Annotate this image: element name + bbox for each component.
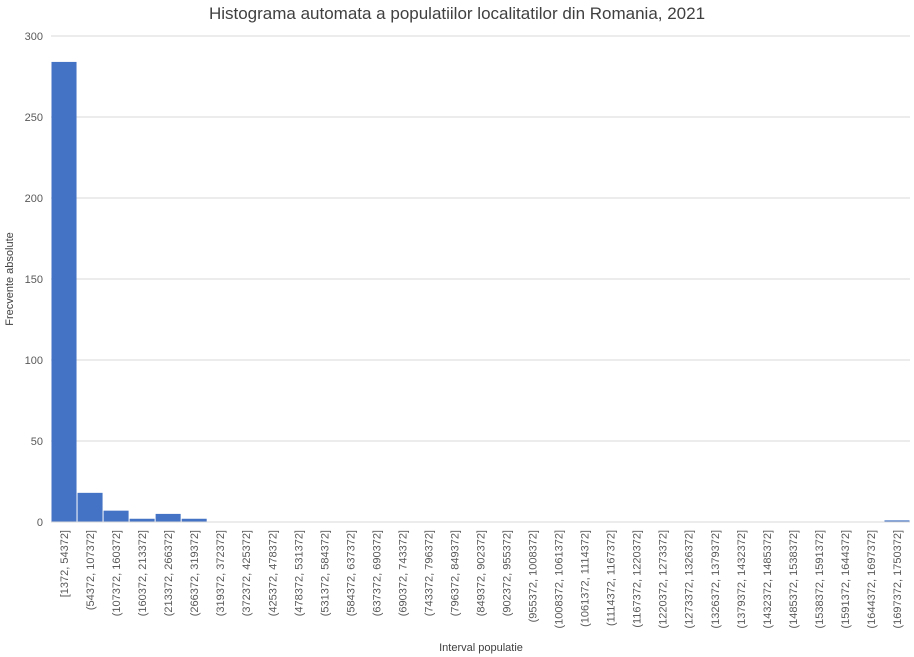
x-tick-label: (478372, 531372] — [293, 530, 305, 616]
x-tick-label: (54372, 107372] — [85, 530, 97, 610]
x-axis-tick-labels: [1372, 54372] (54372, 107372] (107372, 160… — [59, 530, 904, 628]
x-tick-label: (955372, 1008372] — [528, 530, 540, 622]
x-tick-label: (1061372, 1114372] — [580, 530, 592, 627]
histogram-bar — [155, 513, 181, 522]
x-tick-label: (160372, 213372] — [137, 530, 149, 616]
y-tick-label: 150 — [25, 274, 43, 286]
histogram-bar — [181, 518, 207, 522]
x-tick-label: (425372, 478372] — [267, 530, 279, 616]
x-tick-label: (1379372, 1432372] — [736, 530, 748, 628]
histogram-bar — [77, 492, 103, 522]
x-tick-label: (1008372, 1061372] — [554, 530, 566, 628]
x-tick-label: (690372, 743372] — [397, 530, 409, 616]
x-tick-label: (1220372, 1273372] — [658, 530, 670, 628]
histogram-bar — [51, 61, 77, 523]
x-tick-label: (743372, 796372] — [423, 530, 435, 616]
x-tick-label: (107372, 160372] — [111, 530, 123, 616]
x-tick-label: (1273372, 1326372] — [684, 530, 696, 628]
gridlines — [51, 35, 910, 442]
x-tick-label: (266372, 319372] — [189, 530, 201, 616]
chart-title: Histograma automata a populatiilor local… — [209, 4, 705, 23]
x-tick-label: (1697372, 1750372] — [892, 530, 904, 628]
x-tick-label: (1326372, 1379372] — [710, 530, 722, 628]
histogram-bar — [103, 510, 129, 522]
y-axis-tick-labels: 0 50 100 150 200 250 300 — [25, 31, 43, 529]
x-tick-label: (372372, 425372] — [241, 530, 253, 616]
x-tick-label: (1644372, 1697372] — [866, 530, 878, 628]
y-tick-label: 0 — [37, 517, 43, 529]
x-tick-label: (637372, 690372] — [371, 530, 383, 616]
x-tick-label: (531372, 584372] — [319, 530, 331, 616]
x-tick-label: (319372, 372372] — [215, 530, 227, 616]
x-tick-label: (1432372, 1485372] — [762, 530, 774, 628]
x-tick-label: (213372, 266372] — [163, 530, 175, 616]
x-tick-label: (1485372, 1538372] — [788, 530, 800, 628]
x-tick-label: (902372, 955372] — [502, 530, 514, 616]
x-tick-label: [1372, 54372] — [59, 530, 71, 597]
x-axis-label: Interval populatie — [439, 642, 523, 654]
histogram-bar — [129, 518, 155, 522]
bars — [51, 61, 910, 523]
x-tick-label: (1591372, 1644372] — [840, 530, 852, 628]
x-tick-label: (1167372, 1220372] — [632, 530, 644, 628]
y-tick-label: 100 — [25, 355, 43, 367]
x-tick-label: (796372, 849372] — [449, 530, 461, 616]
y-tick-label: 250 — [25, 112, 43, 124]
y-tick-label: 300 — [25, 31, 43, 43]
y-tick-label: 200 — [25, 193, 43, 205]
x-tick-label: (1538372, 1591372] — [814, 530, 826, 628]
x-tick-label: (584372, 637372] — [345, 530, 357, 616]
y-tick-label: 50 — [31, 436, 43, 448]
x-tick-label: (849372, 902372] — [476, 530, 488, 616]
histogram-bar — [884, 520, 910, 522]
x-tick-label: (1114372, 1167372] — [606, 530, 618, 626]
y-axis-label: Frecvente absolute — [4, 232, 16, 326]
